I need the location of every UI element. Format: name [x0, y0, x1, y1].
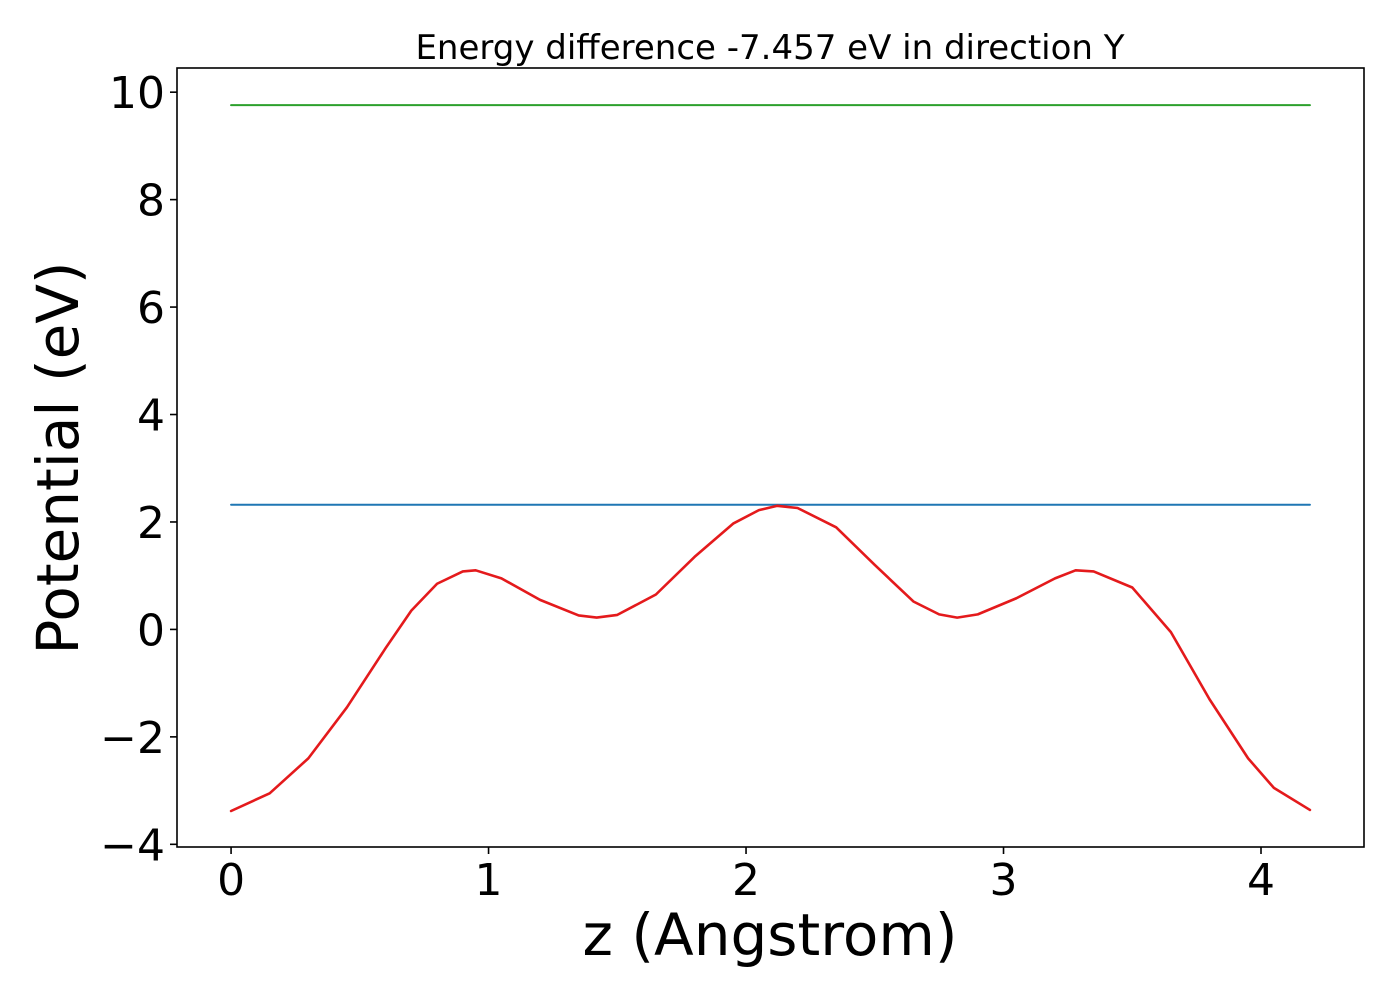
plot-frame	[176, 67, 1365, 848]
x-tick-label: 1	[475, 855, 503, 906]
y-tick-label: −4	[100, 820, 165, 871]
x-axis: 0 1 2 3 4	[217, 847, 1275, 906]
y-tick-label: 4	[137, 391, 165, 442]
y-tick-label: −2	[100, 713, 165, 764]
y-axis: −4 −2 0 2 4 6 8 10	[100, 68, 177, 871]
x-tick-label: 4	[1247, 855, 1275, 906]
series-layer	[229, 104, 1312, 813]
x-axis-label: z (Angstrom)	[583, 901, 958, 969]
y-tick-label: 10	[109, 68, 165, 119]
chart-title: Energy difference -7.457 eV in direction…	[415, 28, 1124, 68]
x-tick-label: 2	[732, 855, 760, 906]
y-tick-label: 0	[137, 605, 165, 656]
x-tick-label: 3	[990, 855, 1018, 906]
x-tick-label: 0	[217, 855, 245, 906]
y-tick-label: 6	[137, 283, 165, 334]
y-tick-label: 2	[137, 498, 165, 549]
y-tick-label: 8	[137, 176, 165, 227]
y-axis-label: Potential (eV)	[24, 261, 92, 654]
series-line-red	[229, 504, 1312, 813]
